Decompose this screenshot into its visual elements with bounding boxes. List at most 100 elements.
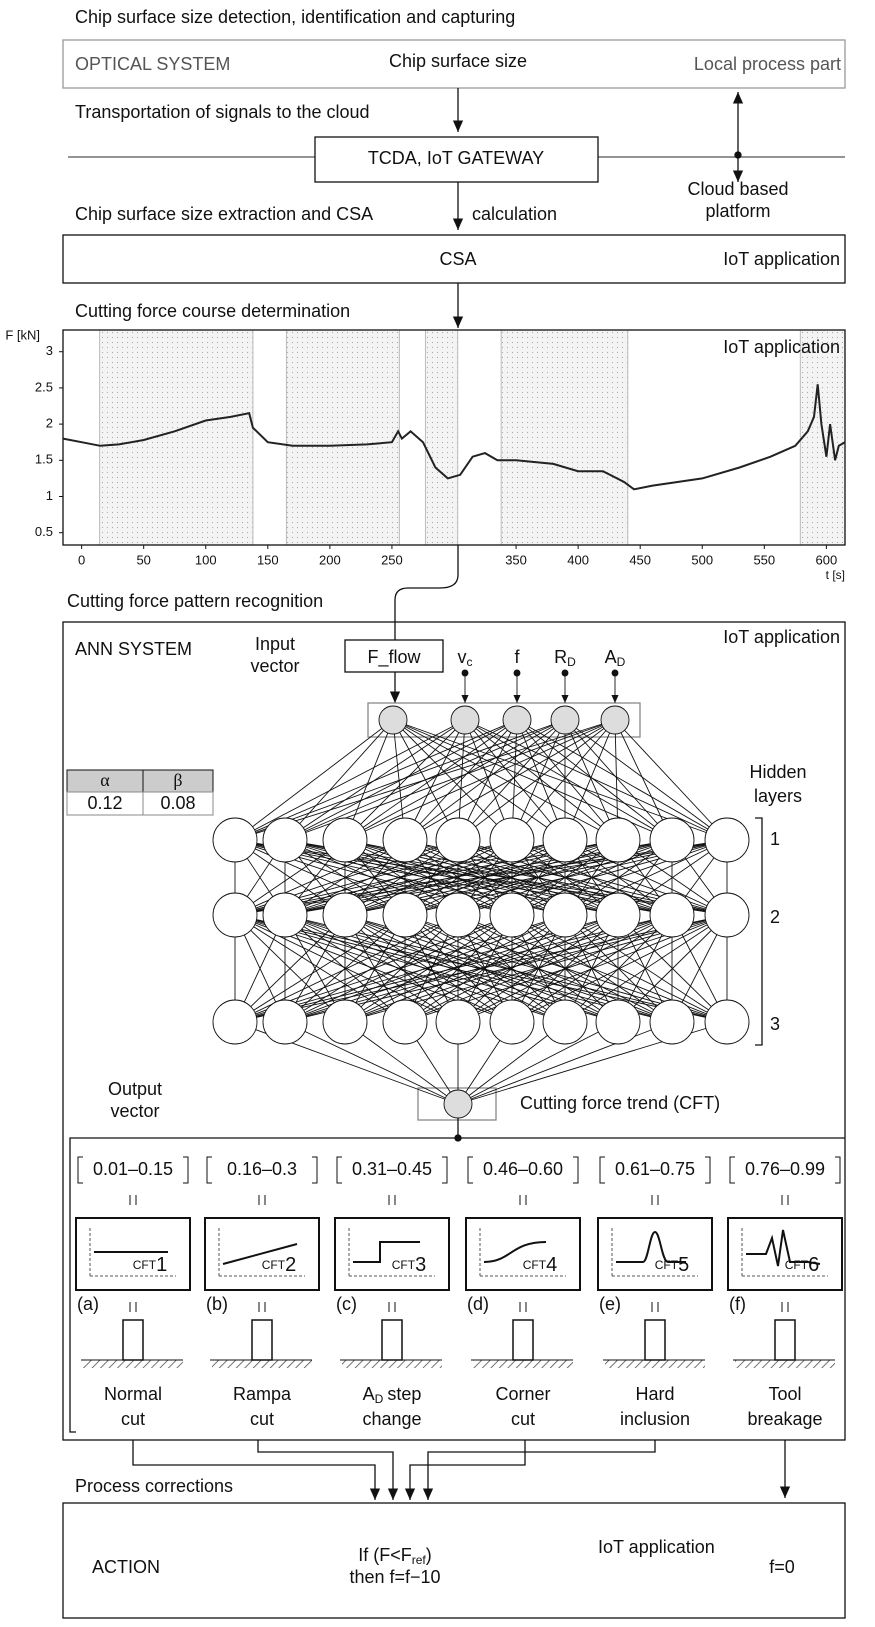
tool [251,1319,273,1361]
input-label: AD [605,647,626,669]
y-tick-label: 3 [46,343,53,358]
hidden-neuron [262,892,308,938]
connection [344,719,616,841]
class-name: cut [250,1409,274,1429]
hidden-neuron [595,817,641,863]
plot-frame [62,329,846,546]
cell-text: 0.12 [87,793,122,813]
cft: CFT [785,1258,809,1272]
range: 0.01–0.15 [93,1159,173,1179]
shaded-region [285,329,400,546]
letter: (b) [206,1294,228,1314]
label: platform [705,201,770,221]
class-name: inclusion [620,1409,690,1429]
shaded-region [424,329,459,546]
text: F_flow [367,647,421,668]
hidden-neuron [649,892,695,938]
label: TCDA, IoT GATEWAY [368,148,544,168]
connection [404,719,518,841]
x-tick-label: 600 [816,552,838,567]
connection [234,839,406,916]
label: Local process part [694,54,841,74]
input-neuron [502,705,532,735]
label: IoT application [723,337,840,357]
x-tick-label: 500 [691,552,713,567]
class-name: Corner [495,1384,550,1404]
class-name: AD step [363,1384,422,1406]
cell [142,791,214,816]
connection [404,914,513,1023]
connection [284,719,394,841]
connection [234,719,466,841]
label: IoT application [598,1537,715,1557]
hidden-neuron [435,999,481,1045]
connection [344,719,566,841]
hidden-neuron [704,892,750,938]
range-bracket [599,1156,711,1184]
condition: If (F<Fref) [358,1545,432,1567]
cft: CFT [392,1258,416,1272]
ground [605,1360,705,1368]
connection [234,914,346,1023]
letter: (f) [729,1294,746,1314]
label: Cloud based [687,179,788,199]
ground [735,1360,835,1368]
label: Output [108,1079,162,1099]
layout [62,39,846,1619]
x-tick-label: 200 [319,552,341,567]
connection [234,719,394,841]
range-bracket [206,1156,318,1184]
range-bracket [467,1156,579,1184]
label: Hidden [749,762,806,782]
axis [611,1228,698,1277]
title: Cutting force pattern recognition [67,591,323,611]
cft-label: CFT5 [655,1254,689,1276]
input-label: f [514,647,520,667]
hidden-neuron [322,999,368,1045]
x-tick-label: 450 [629,552,651,567]
axis [89,1228,176,1277]
alpha-beta-table: α β 0.12 0.08 [66,769,214,816]
hidden-neuron [704,999,750,1045]
connection [511,719,616,841]
class-name: cut [511,1409,535,1429]
y-tick-label: 1 [46,488,53,503]
pattern-box [465,1217,581,1291]
pattern-icon [218,1228,305,1277]
classes: 0.01–0.15CFT1(a)Normalcut0.16–0.3CFT2(b)… [75,1156,843,1429]
text: A [363,1384,375,1404]
letter: (c) [336,1294,357,1314]
connection [564,914,728,1023]
cft-label: CFT3 [392,1254,426,1276]
connection [464,719,728,841]
connection [284,914,406,1023]
cell-text: 0.08 [160,793,195,813]
axis [479,1228,566,1277]
pattern-icon [741,1228,828,1277]
trend [746,1229,821,1267]
x-tick-label: 150 [257,552,279,567]
text: R [554,647,567,667]
pattern-box [727,1217,843,1291]
trend [353,1241,420,1263]
axis-label: F [kN] [5,327,40,342]
hidden-neuron [262,999,308,1045]
hidden-neuron [542,892,588,938]
connection [404,914,566,1023]
input-neuron [378,705,408,735]
subscript: D [567,655,576,669]
connection [344,719,466,841]
connection [284,914,728,1023]
layer-number: 1 [770,829,780,849]
connection [464,719,566,841]
y-tick-label: 2 [46,416,53,431]
class-name: Normal [104,1384,162,1404]
ground [342,1360,442,1368]
title: Transportation of signals to the cloud [75,102,370,122]
connection [516,719,673,841]
header-cell: β [173,770,182,790]
subscript: D [375,1392,384,1406]
texts: Chip surface size detection, identificat… [5,7,845,1587]
connection [511,914,728,1023]
title: Chip surface size extraction and CSA [75,204,373,224]
